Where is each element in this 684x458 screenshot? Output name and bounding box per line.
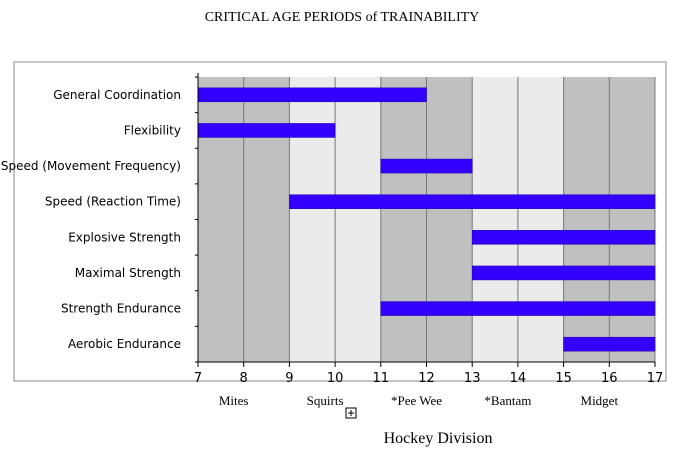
bar-2 bbox=[380, 158, 473, 174]
x-axis-title: Hockey Division bbox=[384, 430, 493, 447]
tick-label-2: 9 bbox=[285, 371, 293, 386]
category-label-4: Explosive Strength bbox=[68, 230, 181, 244]
division-label-4: Midget bbox=[581, 393, 619, 408]
division-label-2: *Pee Wee bbox=[391, 393, 442, 408]
bar-0 bbox=[197, 87, 427, 103]
tick-label-0: 7 bbox=[194, 371, 202, 386]
tick-label-5: 12 bbox=[418, 371, 435, 386]
axes bbox=[195, 73, 656, 367]
bar-6 bbox=[380, 301, 656, 316]
tick-label-9: 16 bbox=[601, 371, 618, 386]
category-label-0: General Coordination bbox=[53, 88, 181, 102]
category-label-1: Flexibility bbox=[124, 123, 181, 137]
range-bars bbox=[197, 87, 656, 352]
tick-label-3: 10 bbox=[327, 371, 344, 386]
category-label-5: Maximal Strength bbox=[75, 266, 181, 280]
category-label-2: Speed (Movement Frequency) bbox=[1, 159, 181, 173]
division-label-0: Mites bbox=[219, 393, 249, 408]
bar-4 bbox=[471, 230, 656, 245]
bar-7 bbox=[563, 336, 656, 352]
plus-box-icon[interactable] bbox=[345, 407, 357, 419]
division-label-3: *Bantam bbox=[484, 393, 531, 408]
bar-5 bbox=[471, 265, 656, 281]
chart-title: CRITICAL AGE PERIODS of TRAINABILITY bbox=[204, 10, 480, 25]
tick-label-8: 15 bbox=[555, 371, 572, 386]
tick-label-4: 11 bbox=[373, 371, 390, 386]
bar-1 bbox=[197, 123, 336, 138]
bar-3 bbox=[289, 194, 656, 209]
tick-labels: 7 8 9 10 11 12 13 14 15 16 17 bbox=[194, 371, 663, 386]
division-labels: Mites Squirts *Pee Wee *Bantam Midget bbox=[219, 393, 619, 408]
category-label-3: Speed (Reaction Time) bbox=[45, 195, 181, 209]
division-label-1: Squirts bbox=[307, 393, 344, 408]
tick-label-10: 17 bbox=[647, 371, 664, 386]
tick-label-6: 13 bbox=[464, 371, 481, 386]
category-label-7: Aerobic Endurance bbox=[68, 337, 181, 351]
tick-label-7: 14 bbox=[510, 371, 527, 386]
category-labels: General Coordination Flexibility Speed (Mo… bbox=[1, 88, 181, 351]
category-label-6: Strength Endurance bbox=[61, 302, 181, 316]
tick-label-1: 8 bbox=[240, 371, 248, 386]
